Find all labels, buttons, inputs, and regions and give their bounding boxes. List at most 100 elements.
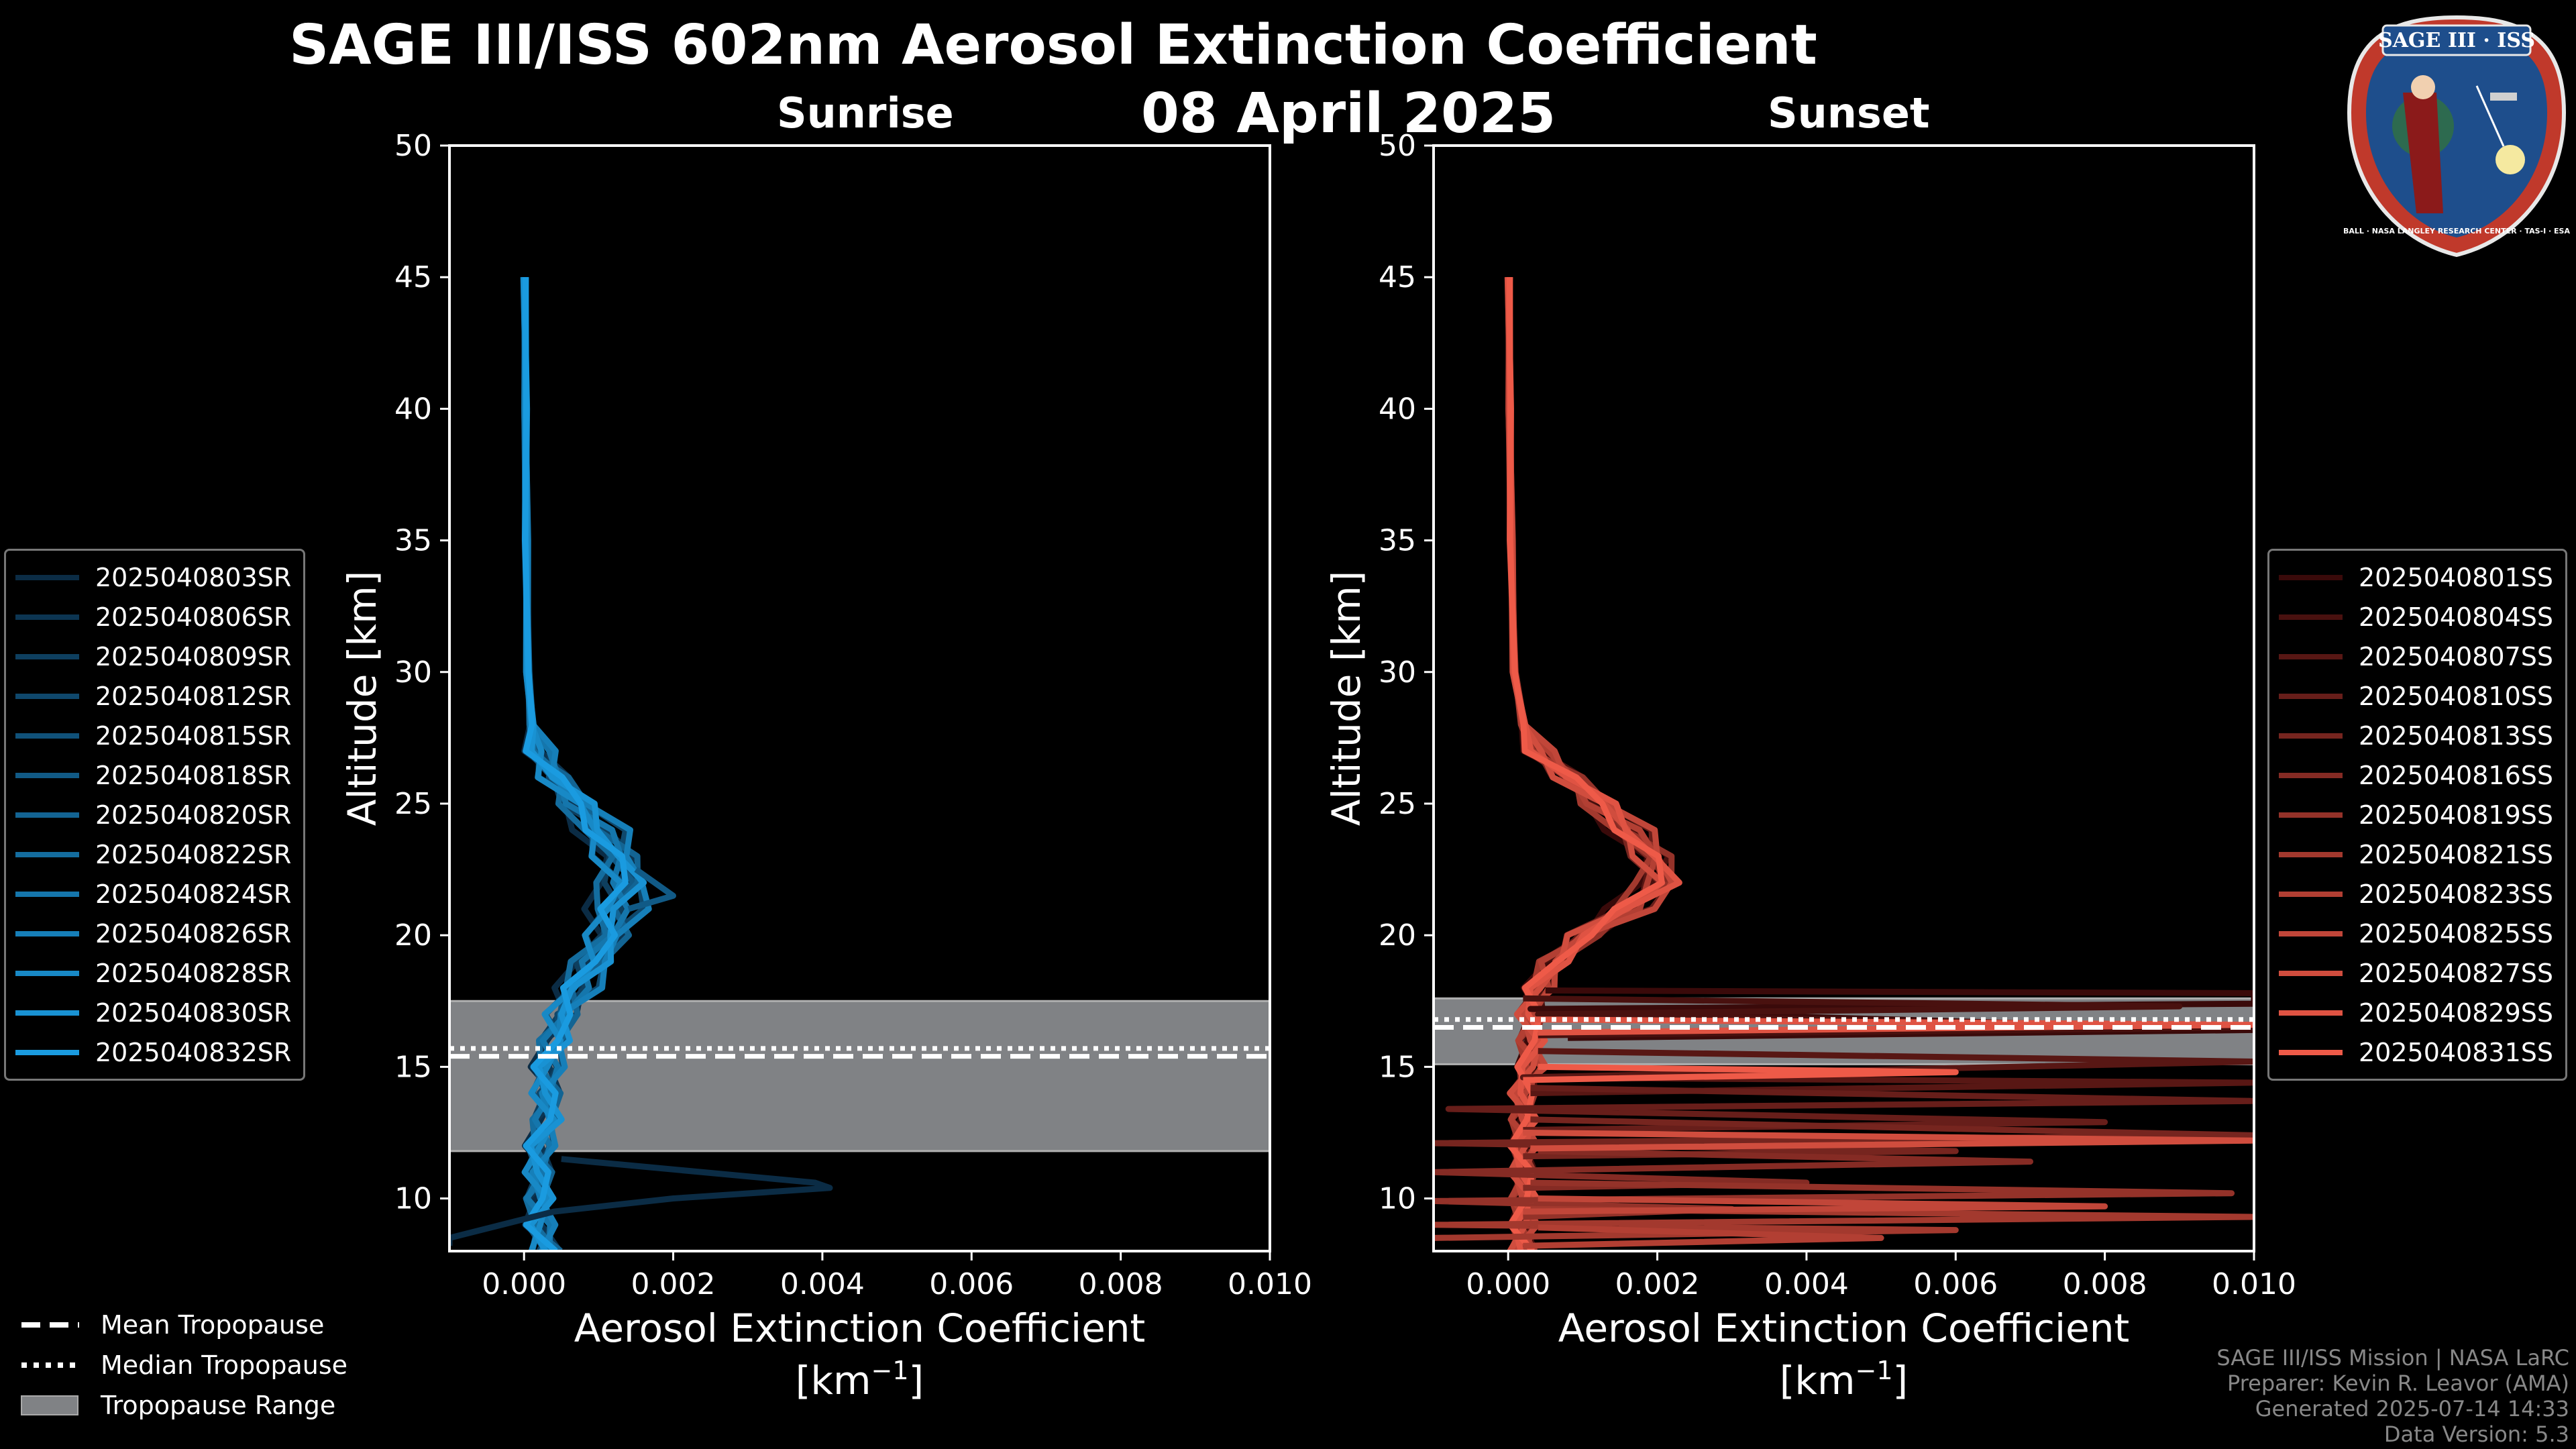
legend-item-2025040824SR: 2025040824SR xyxy=(15,874,291,914)
legend-label: 2025040832SR xyxy=(95,1037,292,1067)
y-tick-label: 15 xyxy=(1379,1050,1416,1084)
legend-item-2025040827SS: 2025040827SS xyxy=(2279,953,2553,993)
legend-item-2025040821SS: 2025040821SS xyxy=(2279,835,2553,874)
legend-swatch xyxy=(2279,614,2343,620)
legend-swatch xyxy=(2279,970,2343,976)
legend-item-2025040804SS: 2025040804SS xyxy=(2279,597,2553,637)
legend-item-2025040818SR: 2025040818SR xyxy=(15,755,291,795)
series-line-2025040832SR xyxy=(522,277,629,1251)
legend-swatch xyxy=(15,891,79,897)
series-lines xyxy=(449,277,833,1251)
legend-swatch xyxy=(15,970,79,976)
legend-label: 2025040825SS xyxy=(2359,918,2554,949)
legend-swatch xyxy=(2279,1049,2343,1055)
legend-item-2025040832SR: 2025040832SR xyxy=(15,1032,291,1072)
y-tick-label: 45 xyxy=(1379,260,1416,294)
legend-swatch xyxy=(15,851,79,857)
legend-swatch xyxy=(2279,733,2343,739)
legend-swatch xyxy=(2279,891,2343,897)
y-tick-label: 40 xyxy=(1379,392,1416,426)
legend-item-2025040823SS: 2025040823SS xyxy=(2279,874,2553,914)
legend-item-2025040813SS: 2025040813SS xyxy=(2279,716,2553,755)
legend-item-2025040822SR: 2025040822SR xyxy=(15,835,291,874)
footer-version: Data Version: 5.3 xyxy=(2383,1421,2569,1447)
legend-swatch xyxy=(2279,653,2343,659)
legend-item-2025040815SR: 2025040815SR xyxy=(15,716,291,755)
x-tick-label: 0.004 xyxy=(780,1267,865,1301)
y-tick-label: 25 xyxy=(1379,787,1416,821)
legend-swatch xyxy=(2279,1010,2343,1016)
legend-label: 2025040816SS xyxy=(2359,760,2554,790)
sage-iii-iss-logo: SAGE III · ISS BALL · NASA LANGLEY RESEA… xyxy=(2343,15,2570,258)
legend-label: 2025040806SR xyxy=(95,602,292,632)
legend-swatch xyxy=(2279,930,2343,936)
series-noise xyxy=(1523,1063,1959,1083)
x-tick-label: 0.002 xyxy=(1615,1267,1700,1301)
tropopause-range-band xyxy=(448,1000,1271,1152)
legend-swatch xyxy=(15,653,79,659)
y-tick-label: 10 xyxy=(394,1182,432,1216)
series-noise xyxy=(1530,1016,2254,1036)
y-tick-label: 15 xyxy=(394,1050,432,1084)
legend-label: 2025040810SS xyxy=(2359,681,2554,711)
legend-label: 2025040831SS xyxy=(2359,1037,2554,1067)
median-tropopause-label: Median Tropopause xyxy=(101,1350,347,1380)
y-tick-label: 50 xyxy=(394,129,432,163)
legend-item-2025040806SR: 2025040806SR xyxy=(15,597,291,637)
x-axis-unit: [km−1] xyxy=(796,1356,924,1403)
legend-swatch xyxy=(2279,693,2343,699)
legend-item-2025040816SS: 2025040816SS xyxy=(2279,755,2553,795)
x-tick-label: 0.008 xyxy=(2063,1267,2147,1301)
y-axis-label: Altitude [km] xyxy=(339,571,385,826)
sunrise-subtitle: Sunrise xyxy=(777,89,954,138)
x-tick-label: 0.002 xyxy=(631,1267,716,1301)
y-tick-label: 50 xyxy=(1379,129,1416,163)
legend-label: 2025040823SS xyxy=(2359,879,2554,909)
x-tick-label: 0.006 xyxy=(929,1267,1014,1301)
logo-ring-text: BALL · NASA LANGLEY RESEARCH CENTER · TA… xyxy=(2343,227,2570,235)
tropopause-range-legend-item: Tropopause Range xyxy=(20,1385,347,1426)
y-tick-label: 25 xyxy=(394,787,432,821)
legend-item-2025040820SR: 2025040820SR xyxy=(15,795,291,835)
legend-label: 2025040829SS xyxy=(2359,998,2554,1028)
legend-swatch xyxy=(15,574,79,580)
legend-swatch xyxy=(15,1010,79,1016)
legend-label: 2025040824SR xyxy=(95,879,292,909)
legend-label: 2025040827SS xyxy=(2359,958,2554,988)
mean-tropopause-legend-item: Mean Tropopause xyxy=(20,1305,347,1345)
legend-swatch xyxy=(15,812,79,818)
y-tick-label: 20 xyxy=(394,918,432,953)
legend-swatch xyxy=(15,733,79,739)
footer-generated: Generated 2025-07-14 14:33 xyxy=(2255,1396,2569,1421)
series-noise xyxy=(1523,1195,2108,1215)
x-tick-label: 0.004 xyxy=(1764,1267,1849,1301)
y-tick-label: 20 xyxy=(1379,918,1416,953)
legend-swatch xyxy=(2279,574,2343,580)
x-axis-label: Aerosol Extinction Coefficient xyxy=(1558,1305,2130,1351)
x-tick-label: 0.000 xyxy=(1466,1267,1550,1301)
logo-title: SAGE III · ISS xyxy=(2378,29,2535,52)
median-tropopause-legend-item: Median Tropopause xyxy=(20,1345,347,1385)
chart-date: 08 April 2025 xyxy=(1140,82,1556,146)
legend-label: 2025040830SR xyxy=(95,998,292,1028)
series-noise xyxy=(1434,1116,2254,1160)
legend-label: 2025040820SR xyxy=(95,800,292,830)
tropopause-legend: Mean Tropopause Median Tropopause Tropop… xyxy=(20,1305,347,1426)
x-tick-label: 0.010 xyxy=(1228,1267,1312,1301)
legend-label: 2025040801SS xyxy=(2359,562,2554,592)
legend-item-2025040825SS: 2025040825SS xyxy=(2279,914,2553,953)
series-noise xyxy=(1445,1085,2254,1133)
legend-swatch xyxy=(15,772,79,778)
plot-frame xyxy=(448,144,1271,1252)
series-lines xyxy=(1434,277,2254,1251)
legend-label: 2025040815SR xyxy=(95,720,292,751)
legend-swatch xyxy=(15,614,79,620)
legend-swatch xyxy=(15,1049,79,1055)
legend-item-2025040826SR: 2025040826SR xyxy=(15,914,291,953)
x-axis-unit: [km−1] xyxy=(1780,1356,1908,1403)
x-tick-label: 0.000 xyxy=(482,1267,566,1301)
legend-label: 2025040819SS xyxy=(2359,800,2554,830)
chart-title: SAGE III/ISS 602nm Aerosol Extinction Co… xyxy=(289,13,1817,77)
dashed-line-icon xyxy=(21,1322,79,1328)
legend-label: 2025040803SR xyxy=(95,562,292,592)
